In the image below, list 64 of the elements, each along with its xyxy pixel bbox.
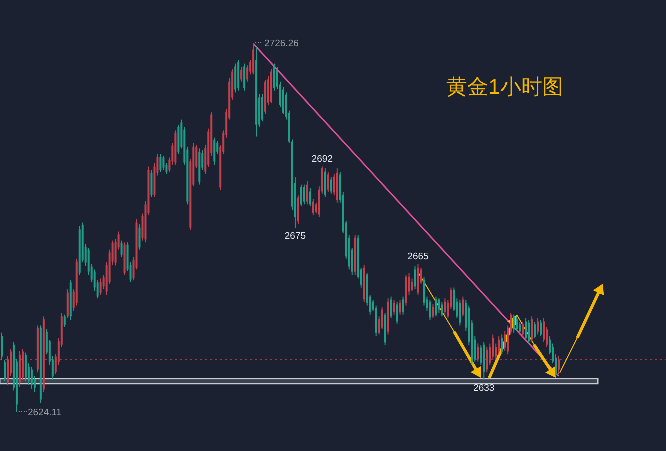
candlestick — [393, 300, 396, 316]
candlestick — [138, 224, 141, 250]
candlestick — [513, 314, 516, 334]
candlestick — [462, 296, 464, 318]
candlestick — [303, 184, 306, 206]
candlestick — [432, 304, 434, 319]
candlestick — [429, 300, 432, 321]
candlestick — [525, 318, 528, 341]
candlestick — [441, 302, 444, 318]
candlestick — [4, 360, 6, 382]
candlestick — [162, 155, 165, 171]
candlestick — [150, 170, 153, 198]
candlestick — [64, 314, 66, 328]
candlestick — [252, 42, 255, 76]
candlestick — [516, 316, 518, 332]
annotation: 2692 — [312, 154, 333, 165]
candlestick — [1, 332, 3, 361]
annotation: 2633 — [474, 382, 495, 394]
candlestick — [531, 316, 534, 342]
candlestick — [309, 188, 312, 207]
candlestick — [333, 173, 336, 196]
candlestick — [330, 177, 332, 194]
candlestick — [312, 198, 314, 216]
candlestick — [414, 266, 416, 290]
candlestick — [444, 298, 446, 316]
candlestick — [402, 296, 404, 316]
candlestick — [324, 168, 326, 198]
candlestick — [537, 318, 540, 336]
candlestick — [160, 154, 162, 173]
candlestick — [306, 180, 308, 206]
candlestick — [528, 320, 530, 344]
candlestick — [540, 320, 542, 338]
candlestick — [30, 366, 33, 390]
annotation: 2675 — [284, 231, 306, 242]
candlestick — [504, 330, 506, 352]
candlestick — [240, 66, 243, 82]
candlestick — [274, 63, 276, 92]
candlestick — [534, 322, 536, 339]
annotation: 2665 — [408, 251, 429, 262]
candlestick — [66, 289, 69, 319]
candlestick — [100, 278, 102, 296]
candlestick — [214, 137, 216, 166]
candlestick — [297, 195, 300, 226]
annotation: 2726.26 — [264, 38, 299, 50]
candlestick — [396, 302, 398, 324]
annotation: 2624.11 — [28, 408, 62, 418]
candlestick — [234, 63, 237, 94]
candlestick — [438, 298, 440, 314]
candlestick — [558, 356, 560, 375]
candlestick — [300, 184, 302, 207]
candlestick — [501, 334, 504, 356]
candlestick — [522, 322, 524, 338]
candlestick — [477, 343, 480, 362]
candlestick — [120, 240, 123, 258]
candlestick — [435, 296, 438, 318]
candlestick — [459, 300, 462, 326]
candlestick — [399, 300, 402, 316]
candlestick — [327, 172, 330, 193]
candlestick — [244, 63, 246, 92]
candlestick — [24, 352, 27, 382]
title: 黄金1小时图 — [446, 76, 564, 99]
candlestick — [390, 296, 392, 319]
candlestick — [411, 278, 414, 292]
candlestick — [486, 346, 488, 374]
